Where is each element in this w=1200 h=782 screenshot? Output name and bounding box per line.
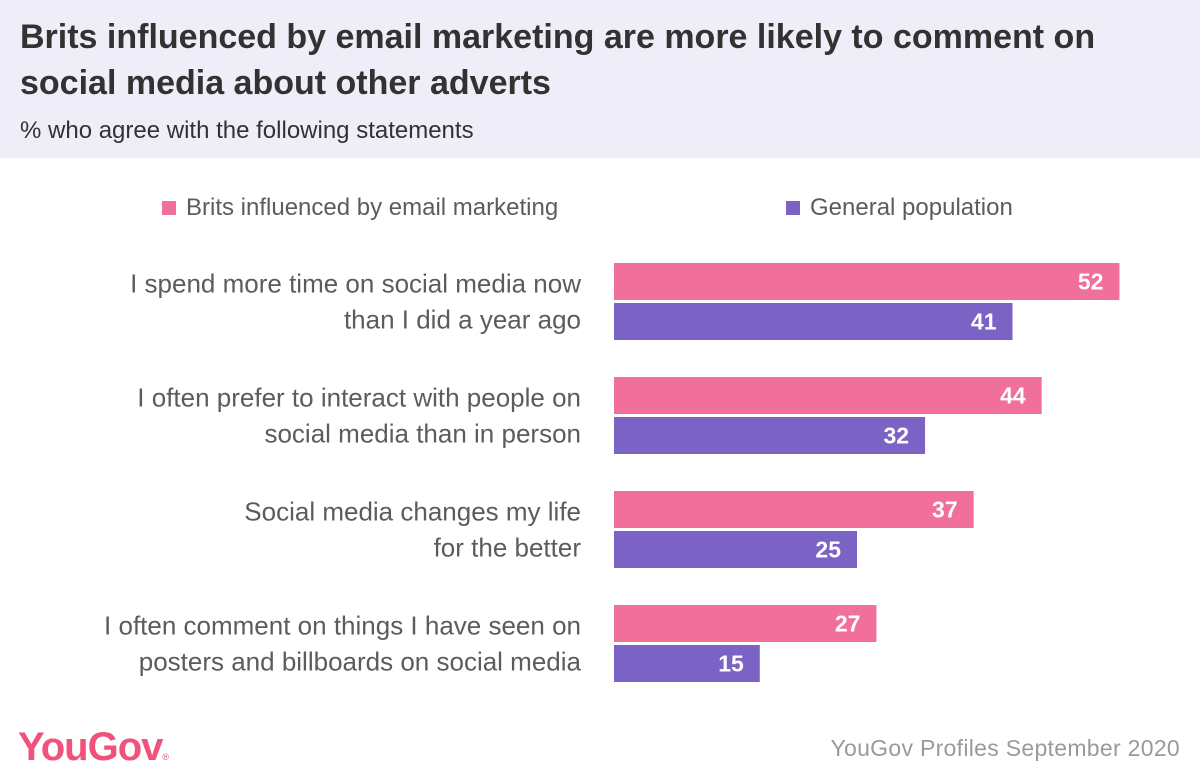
category-label-line: I often prefer to interact with people o… bbox=[137, 383, 581, 413]
bar-email-marketing bbox=[614, 491, 974, 528]
bar-email-marketing bbox=[614, 263, 1120, 300]
data-label: 41 bbox=[971, 309, 997, 335]
category-label-line: social media than in person bbox=[264, 419, 581, 449]
logo-text: YouGov bbox=[18, 725, 163, 769]
category-label: I spend more time on social media now tha… bbox=[130, 269, 581, 335]
bar-general-population bbox=[614, 531, 857, 568]
bar-email-marketing bbox=[614, 377, 1042, 414]
legend-label-general-population: General population bbox=[810, 194, 1013, 221]
bar-email-marketing bbox=[614, 605, 877, 642]
legend-swatch-general-population bbox=[786, 201, 800, 215]
category-label: I often comment on things I have seen on… bbox=[104, 611, 581, 677]
chart-subtitle: % who agree with the following statement… bbox=[20, 117, 474, 144]
chart-title: Brits influenced by email marketing are … bbox=[20, 18, 1096, 102]
legend-item-general-population: General population bbox=[786, 193, 1013, 223]
category-label-line: for the better bbox=[434, 533, 582, 563]
data-label: 32 bbox=[883, 423, 909, 449]
data-label: 15 bbox=[718, 651, 744, 677]
category-label-line: I often comment on things I have seen on bbox=[104, 611, 581, 641]
data-label: 44 bbox=[1000, 383, 1026, 409]
logo-registered-mark: ® bbox=[162, 752, 170, 762]
data-label: 27 bbox=[835, 611, 861, 637]
category-label-line: Social media changes my life bbox=[244, 497, 581, 527]
source-note: YouGov Profiles September 2020 bbox=[830, 735, 1180, 761]
yougov-logo: YouGov® bbox=[18, 722, 169, 772]
data-label: 37 bbox=[932, 497, 958, 523]
category-label: Social media changes my life for the bett… bbox=[244, 497, 581, 563]
legend-item-email-marketing: Brits influenced by email marketing bbox=[162, 193, 558, 223]
bar-general-population bbox=[614, 645, 760, 682]
data-label: 25 bbox=[815, 537, 841, 563]
bar-general-population bbox=[614, 417, 926, 454]
legend-swatch-email-marketing bbox=[162, 201, 176, 215]
category-label-line: I spend more time on social media now bbox=[130, 269, 581, 299]
data-label: 52 bbox=[1078, 269, 1104, 295]
category-label-line: than I did a year ago bbox=[344, 305, 581, 335]
category-label: I often prefer to interact with people o… bbox=[137, 383, 581, 449]
header-band: Brits influenced by email marketing are … bbox=[0, 0, 1200, 158]
bar-general-population bbox=[614, 303, 1013, 340]
legend-label-email-marketing: Brits influenced by email marketing bbox=[186, 194, 559, 221]
category-label-line: posters and billboards on social media bbox=[139, 647, 582, 677]
